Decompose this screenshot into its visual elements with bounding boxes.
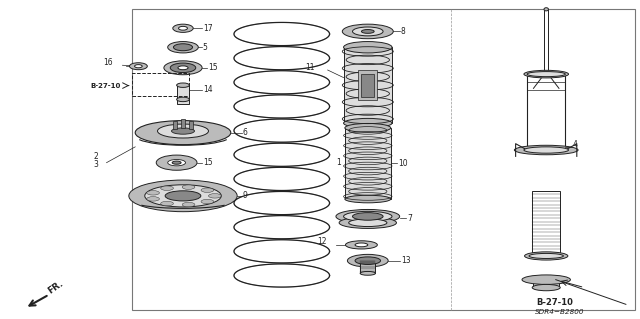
Ellipse shape bbox=[201, 199, 214, 204]
Ellipse shape bbox=[344, 41, 392, 53]
Ellipse shape bbox=[145, 185, 221, 207]
Text: 2: 2 bbox=[94, 152, 99, 160]
Text: 1: 1 bbox=[336, 158, 340, 167]
Bar bbox=[532, 191, 560, 256]
Text: FR.: FR. bbox=[46, 279, 65, 296]
Text: B-27-10: B-27-10 bbox=[537, 298, 573, 307]
Ellipse shape bbox=[529, 253, 563, 258]
Bar bbox=[534, 280, 559, 287]
Bar bbox=[527, 74, 565, 150]
Ellipse shape bbox=[346, 241, 378, 249]
Ellipse shape bbox=[209, 194, 221, 198]
Ellipse shape bbox=[342, 24, 394, 39]
Ellipse shape bbox=[355, 257, 381, 264]
Bar bbox=[345, 128, 391, 199]
Ellipse shape bbox=[164, 61, 202, 75]
Ellipse shape bbox=[135, 121, 231, 145]
Text: 16: 16 bbox=[103, 58, 113, 67]
Ellipse shape bbox=[515, 145, 578, 155]
Ellipse shape bbox=[201, 188, 214, 192]
Ellipse shape bbox=[165, 191, 201, 201]
Ellipse shape bbox=[339, 217, 396, 228]
Ellipse shape bbox=[362, 30, 374, 33]
Text: 17: 17 bbox=[203, 24, 212, 33]
Bar bbox=[181, 119, 185, 128]
Ellipse shape bbox=[345, 195, 391, 203]
Ellipse shape bbox=[168, 41, 198, 53]
Ellipse shape bbox=[360, 271, 376, 275]
Ellipse shape bbox=[147, 191, 159, 195]
Ellipse shape bbox=[172, 161, 181, 164]
Bar bbox=[544, 9, 548, 74]
Ellipse shape bbox=[182, 185, 195, 189]
Text: 15: 15 bbox=[203, 158, 212, 167]
Bar bbox=[173, 121, 177, 130]
Ellipse shape bbox=[161, 186, 173, 190]
Ellipse shape bbox=[134, 65, 142, 68]
Text: 8: 8 bbox=[400, 27, 405, 36]
Ellipse shape bbox=[524, 70, 568, 78]
Ellipse shape bbox=[173, 44, 193, 51]
Bar bbox=[344, 47, 392, 123]
Text: 12: 12 bbox=[317, 237, 326, 246]
Ellipse shape bbox=[161, 201, 173, 206]
Bar bbox=[177, 85, 189, 104]
Text: 10: 10 bbox=[398, 159, 408, 168]
Ellipse shape bbox=[129, 63, 147, 70]
Ellipse shape bbox=[524, 147, 568, 153]
Bar bbox=[358, 70, 378, 100]
Text: 9: 9 bbox=[243, 191, 247, 200]
Ellipse shape bbox=[179, 26, 188, 30]
Ellipse shape bbox=[177, 45, 189, 50]
Ellipse shape bbox=[525, 252, 568, 260]
Text: 5: 5 bbox=[203, 43, 207, 52]
Text: B-27-10: B-27-10 bbox=[91, 83, 121, 89]
Ellipse shape bbox=[355, 243, 368, 247]
Ellipse shape bbox=[353, 213, 383, 220]
Ellipse shape bbox=[358, 28, 378, 34]
Ellipse shape bbox=[157, 124, 209, 138]
Ellipse shape bbox=[168, 160, 186, 166]
Text: SDR4−B2800: SDR4−B2800 bbox=[536, 309, 585, 315]
Ellipse shape bbox=[147, 197, 159, 201]
Bar bbox=[362, 74, 374, 97]
Ellipse shape bbox=[344, 211, 392, 221]
Ellipse shape bbox=[173, 24, 193, 33]
Ellipse shape bbox=[129, 180, 237, 212]
Text: 7: 7 bbox=[407, 213, 412, 222]
Ellipse shape bbox=[344, 118, 392, 128]
Ellipse shape bbox=[170, 63, 196, 72]
Ellipse shape bbox=[177, 83, 189, 87]
Ellipse shape bbox=[348, 254, 388, 267]
Ellipse shape bbox=[156, 155, 197, 170]
Ellipse shape bbox=[527, 71, 565, 77]
Ellipse shape bbox=[182, 202, 195, 207]
Ellipse shape bbox=[353, 27, 383, 36]
Text: 14: 14 bbox=[203, 85, 212, 94]
Ellipse shape bbox=[532, 285, 560, 291]
Text: 13: 13 bbox=[401, 256, 410, 265]
Bar bbox=[132, 72, 189, 96]
Text: 4: 4 bbox=[573, 140, 578, 149]
Bar bbox=[132, 9, 636, 310]
Text: 11: 11 bbox=[305, 63, 315, 72]
Text: 3: 3 bbox=[94, 160, 99, 169]
Ellipse shape bbox=[349, 219, 387, 226]
Text: 6: 6 bbox=[243, 128, 247, 137]
Ellipse shape bbox=[178, 66, 188, 70]
Ellipse shape bbox=[522, 275, 570, 285]
Ellipse shape bbox=[177, 97, 189, 102]
Bar bbox=[189, 121, 193, 130]
Bar bbox=[360, 261, 376, 273]
Text: 15: 15 bbox=[208, 63, 218, 72]
Ellipse shape bbox=[172, 128, 195, 134]
Ellipse shape bbox=[336, 210, 399, 223]
Ellipse shape bbox=[345, 123, 391, 132]
Ellipse shape bbox=[544, 8, 548, 11]
